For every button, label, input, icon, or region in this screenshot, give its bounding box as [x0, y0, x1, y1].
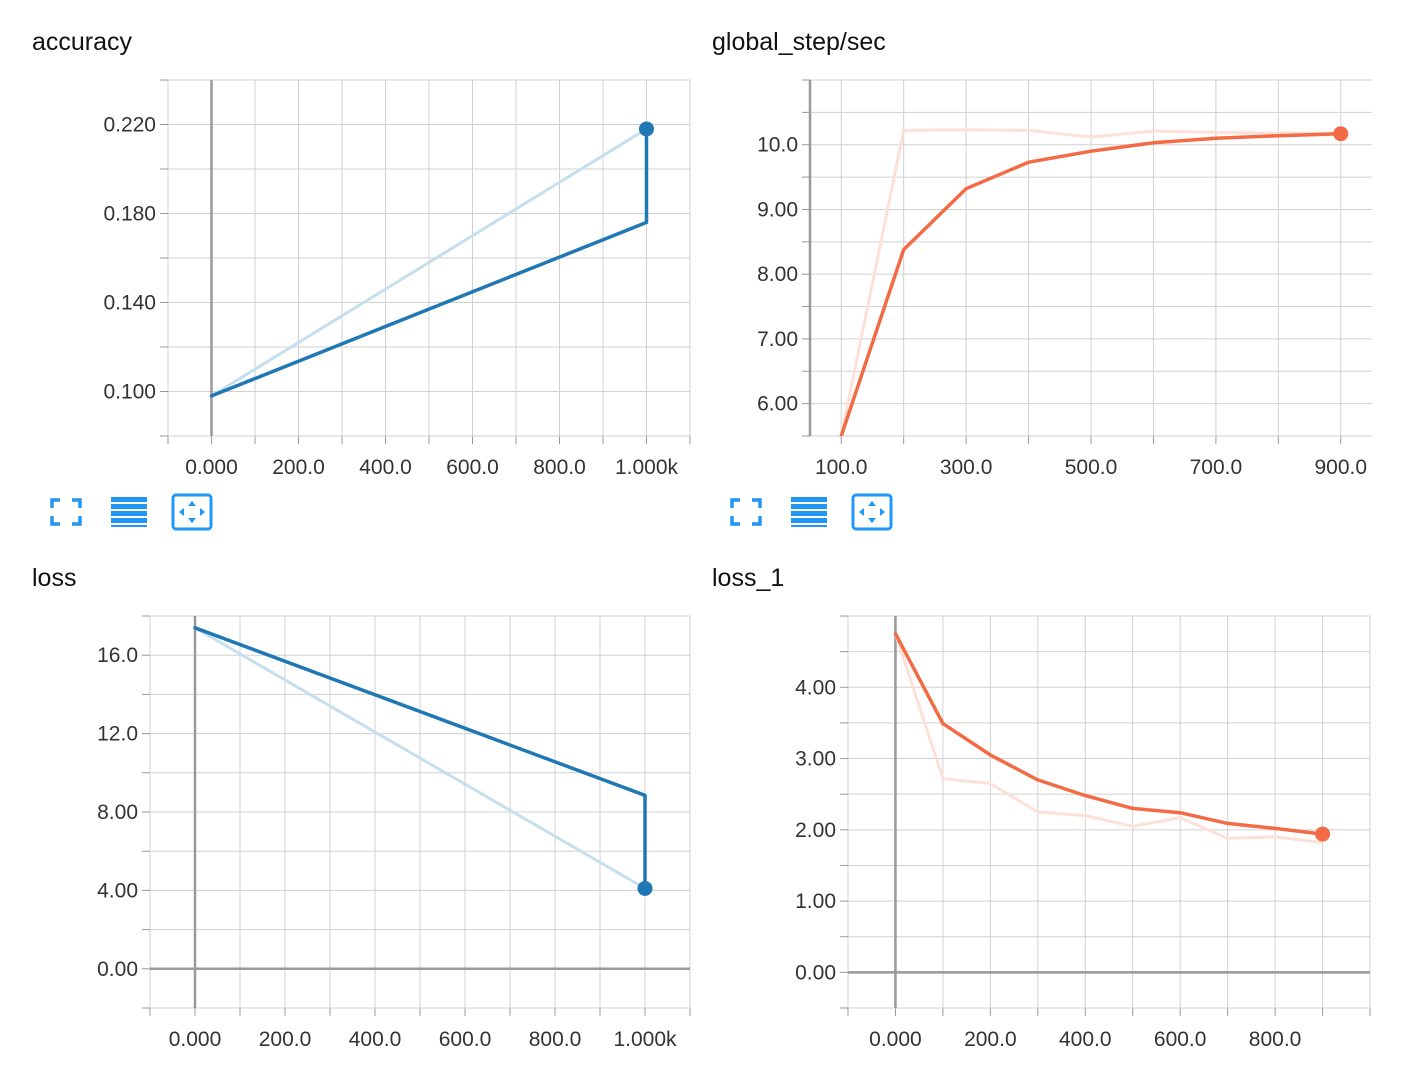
y-tick-label: 0.00	[97, 958, 138, 981]
x-tick-label: 200.0	[272, 456, 325, 479]
x-tick-label: 600.0	[1154, 1028, 1207, 1051]
x-tick-label: 900.0	[1314, 456, 1367, 479]
y-tick-label: 6.00	[757, 393, 798, 416]
series-endpoint-marker	[637, 880, 653, 896]
x-tick-label: 400.0	[359, 456, 412, 479]
y-tick-label: 16.0	[97, 644, 138, 667]
series-line-smoothed	[193, 626, 647, 891]
chart-toolbar	[44, 492, 244, 536]
grid	[160, 79, 691, 444]
series-line-raw	[839, 128, 1343, 436]
x-tick-label: 800.0	[1249, 1028, 1302, 1051]
chart-loss-1[interactable]: 0.00 1.00 2.00 3.00 4.00 0.000 200.0 400.0 600.0…	[680, 596, 1383, 1051]
series-group	[193, 626, 647, 891]
y-tick-label: 8.00	[757, 263, 798, 286]
y-tick-label: 0.180	[103, 203, 156, 226]
x-tick-label: 100.0	[815, 456, 868, 479]
series-line-smoothed	[893, 632, 1325, 836]
series-line-raw	[210, 127, 648, 398]
series-line-raw	[894, 632, 1324, 845]
list-icon	[111, 497, 147, 527]
y-tick-label: 2.00	[795, 819, 836, 842]
chart-title: global_step/sec	[712, 28, 886, 56]
x-tick-label: 0.000	[169, 1028, 222, 1051]
x-tick-label: 700.0	[1190, 456, 1243, 479]
chart-title: loss	[32, 564, 77, 592]
x-tick-label: 300.0	[940, 456, 993, 479]
list-button[interactable]	[787, 492, 831, 532]
x-tick-label: 0.000	[185, 456, 238, 479]
x-tick-label: 0.000	[869, 1028, 922, 1051]
fit-domain-button[interactable]	[170, 492, 214, 532]
x-tick-label: 200.0	[964, 1028, 1017, 1051]
y-tick-label: 4.00	[795, 676, 836, 699]
x-tick-label: 800.0	[533, 456, 586, 479]
chart-card-loss: loss 0.00 4.00 8.00 12.0 16.0 0.000 200.0 400.0…	[0, 536, 703, 1072]
y-tick-label: 10.0	[757, 134, 798, 157]
y-tick-label: 0.00	[795, 961, 836, 984]
x-tick-label: 500.0	[1065, 456, 1118, 479]
x-tick-label: 1.000k	[613, 1028, 677, 1051]
fit-domain-button[interactable]	[850, 492, 894, 532]
chart-accuracy[interactable]: 0.100 0.140 0.180 0.220 0.000 200.0 400.0 600.0…	[0, 60, 703, 480]
chart-card-accuracy: accuracy 0.100 0.140 0.180 0.220 0.000 200.0 4…	[0, 0, 703, 536]
y-tick-label: 0.220	[103, 114, 156, 137]
x-tick-label: 800.0	[529, 1028, 582, 1051]
chart-global-step-sec[interactable]: 6.00 7.00 8.00 9.00 10.0 100.0 300.0 500.0 700.0…	[680, 60, 1383, 480]
series-group	[839, 128, 1343, 436]
series-group	[209, 127, 649, 398]
series-line-smoothed	[209, 127, 649, 398]
x-tick-label: 600.0	[439, 1028, 492, 1051]
y-tick-label: 9.00	[757, 198, 798, 221]
series-line-raw	[193, 626, 647, 890]
y-tick-label: 7.00	[757, 328, 798, 351]
y-tick-label: 4.00	[97, 879, 138, 902]
y-tick-label: 12.0	[97, 723, 138, 746]
x-tick-label: 400.0	[1059, 1028, 1112, 1051]
x-tick-label: 200.0	[259, 1028, 312, 1051]
series-line-smoothed	[839, 131, 1343, 436]
y-tick-label: 8.00	[97, 801, 138, 824]
fit-domain-icon	[851, 493, 893, 531]
series-endpoint-marker	[639, 121, 654, 137]
fit-domain-icon	[171, 493, 213, 531]
x-tick-label: 600.0	[446, 456, 499, 479]
series-endpoint-marker	[1315, 826, 1331, 842]
y-tick-label: 1.00	[795, 890, 836, 913]
grid	[802, 79, 1372, 444]
fullscreen-button[interactable]	[724, 492, 768, 532]
list-button[interactable]	[107, 492, 151, 532]
grid	[142, 615, 691, 1016]
chart-loss[interactable]: 0.00 4.00 8.00 12.0 16.0 0.000 200.0 400.0 600.0…	[0, 596, 703, 1051]
x-tick-label: 1.000k	[615, 456, 679, 479]
chart-card-global-step-sec: global_step/sec 6.00 7.00 8.00 9.00 10.0 100.…	[680, 0, 1383, 536]
chart-card-loss-1: loss_1 0.00 1.00 2.00 3.00 4.00 0.000 200.0 400…	[680, 536, 1383, 1072]
x-tick-label: 400.0	[349, 1028, 402, 1051]
y-tick-label: 0.100	[103, 381, 156, 404]
fullscreen-icon	[730, 498, 762, 526]
chart-toolbar	[724, 492, 924, 536]
series-group	[893, 632, 1325, 845]
list-icon	[791, 497, 827, 527]
chart-title: accuracy	[32, 28, 133, 56]
y-tick-label: 3.00	[795, 748, 836, 771]
series-endpoint-marker	[1333, 126, 1349, 142]
chart-title: loss_1	[712, 564, 785, 592]
fullscreen-button[interactable]	[44, 492, 88, 532]
fullscreen-icon	[50, 498, 82, 526]
y-tick-label: 0.140	[103, 292, 156, 315]
